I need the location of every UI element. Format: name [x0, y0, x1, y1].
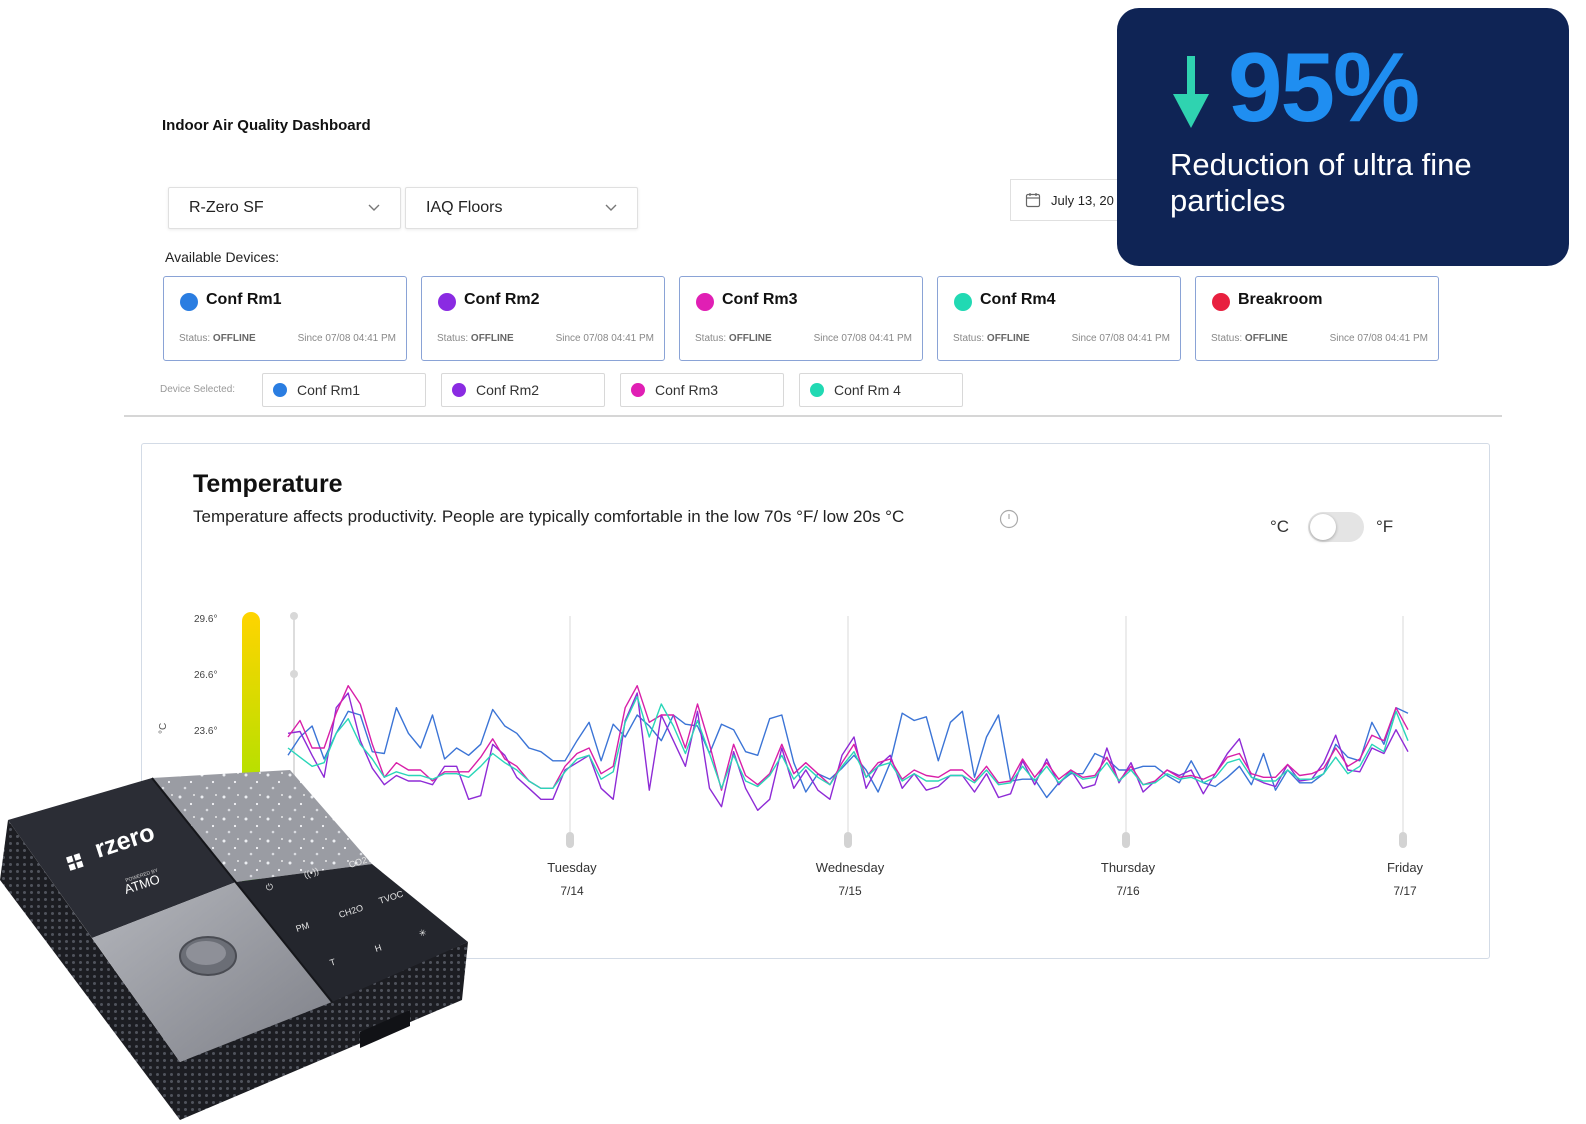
toggle-knob[interactable]: [1310, 514, 1336, 540]
device-name: Breakroom: [1238, 291, 1323, 308]
device-name: Conf Rm4: [980, 291, 1056, 308]
device-card-conf-rm2[interactable]: Conf Rm2 Status: OFFLINE Since 07/08 04:…: [421, 276, 665, 361]
selected-chip-conf-rm1[interactable]: Conf Rm1: [262, 373, 426, 407]
unit-fahrenheit-label: °F: [1376, 517, 1394, 536]
status-value: OFFLINE: [986, 333, 1030, 344]
panel-description: Temperature affects productivity. People…: [193, 507, 905, 526]
day-handle[interactable]: [1399, 832, 1407, 848]
y-axis-unit-label: °C: [158, 723, 169, 734]
x-tick-date: 7/14: [560, 884, 584, 898]
x-tick-date: 7/15: [838, 884, 862, 898]
day-handle[interactable]: [1122, 832, 1130, 848]
stat-card: [1117, 8, 1569, 266]
device-color-dot: [180, 293, 198, 311]
device-name: Conf Rm1: [206, 291, 282, 308]
stat-label: Reduction of ultra fine particles: [1170, 147, 1472, 218]
x-tick-day: Tuesday: [547, 860, 597, 875]
device-since: Since 07/08 04:41 PM: [297, 333, 396, 344]
date-range-value: July 13, 20: [1051, 192, 1114, 208]
key-h: H: [374, 942, 383, 954]
device-color-dot: [696, 293, 714, 311]
info-icon[interactable]: [999, 509, 1019, 529]
status-value: OFFLINE: [1244, 333, 1288, 344]
key-t: T: [329, 957, 338, 968]
status-label: Status:: [437, 333, 469, 344]
status-value: OFFLINE: [728, 333, 772, 344]
page-title: Indoor Air Quality Dashboard: [162, 117, 371, 134]
status-value: OFFLINE: [470, 333, 514, 344]
device-color-dot: [631, 383, 645, 397]
y-tick-label: 23.6°: [194, 726, 217, 737]
device-name: Conf Rm3: [722, 291, 798, 308]
floor-select-value: IAQ Floors: [426, 199, 503, 216]
device-status: Status: OFFLINE: [437, 333, 514, 344]
status-label: Status:: [695, 333, 727, 344]
device-color-dot: [438, 293, 456, 311]
device-card-breakroom[interactable]: Breakroom Status: OFFLINE Since 07/08 04…: [1195, 276, 1439, 361]
selected-chip-label: Conf Rm3: [655, 382, 719, 398]
series-line-conf-rm4: [287, 695, 1409, 790]
status-label: Status:: [1211, 333, 1243, 344]
available-devices-label: Available Devices:: [165, 249, 280, 265]
y-tick-label: 26.6°: [194, 670, 217, 681]
unit-celsius-label: °C: [1270, 517, 1290, 536]
status-value: OFFLINE: [212, 333, 256, 344]
device-color-dot: [1212, 293, 1230, 311]
y-axis-marker: [290, 612, 298, 620]
day-handle[interactable]: [844, 832, 852, 848]
series-line-conf-rm1: [287, 706, 1409, 799]
device-status: Status: OFFLINE: [953, 333, 1030, 344]
device-card-conf-rm3[interactable]: Conf Rm3 Status: OFFLINE Since 07/08 04:…: [679, 276, 923, 361]
status-label: Status:: [953, 333, 985, 344]
location-select[interactable]: R-Zero SF: [168, 187, 401, 229]
device-status: Status: OFFLINE: [179, 333, 256, 344]
device-color-dot: [452, 383, 466, 397]
x-tick-day: Thursday: [1101, 860, 1156, 875]
y-axis-marker: [290, 670, 298, 678]
panel-title: Temperature: [193, 470, 343, 498]
device-status: Status: OFFLINE: [1211, 333, 1288, 344]
series-line-conf-rm3: [287, 684, 1409, 791]
device-since: Since 07/08 04:41 PM: [813, 333, 912, 344]
key-pm: PM: [295, 920, 311, 934]
device-color-dot: [954, 293, 972, 311]
calendar-icon: [1025, 193, 1041, 208]
section-divider: [124, 415, 1502, 417]
device-color-dot: [810, 383, 824, 397]
device-card-conf-rm1[interactable]: Conf Rm1 Status: OFFLINE Since 07/08 04:…: [163, 276, 407, 361]
selected-chip-label: Conf Rm 4: [834, 382, 901, 398]
device-selected-label: Device Selected:: [160, 384, 236, 395]
y-tick-label: 29.6°: [194, 614, 217, 625]
chevron-down-icon: [605, 204, 617, 211]
x-tick-day: Friday: [1387, 860, 1424, 875]
unit-toggle[interactable]: [1308, 512, 1364, 542]
selected-chip-conf-rm4[interactable]: Conf Rm 4: [799, 373, 963, 407]
selected-chip-conf-rm2[interactable]: Conf Rm2: [441, 373, 605, 407]
device-since: Since 07/08 04:41 PM: [555, 333, 654, 344]
device-status: Status: OFFLINE: [695, 333, 772, 344]
x-tick-date: 7/17: [1393, 884, 1417, 898]
selected-chip-conf-rm3[interactable]: Conf Rm3: [620, 373, 784, 407]
chevron-down-icon: [368, 204, 380, 211]
device-since: Since 07/08 04:41 PM: [1071, 333, 1170, 344]
x-tick-date: 7/16: [1116, 884, 1140, 898]
location-select-value: R-Zero SF: [189, 199, 264, 216]
status-label: Status:: [179, 333, 211, 344]
day-handle[interactable]: [566, 832, 574, 848]
series-line-conf-rm2: [287, 692, 1409, 812]
device-since: Since 07/08 04:41 PM: [1329, 333, 1428, 344]
floor-select[interactable]: IAQ Floors: [405, 187, 638, 229]
selected-chip-label: Conf Rm2: [476, 382, 540, 398]
svg-text:⏻: ⏻: [265, 881, 275, 893]
arrow-down-icon: [1173, 56, 1209, 128]
device-color-dot: [273, 383, 287, 397]
x-tick-day: Wednesday: [816, 860, 885, 875]
selected-chip-label: Conf Rm1: [297, 382, 361, 398]
device-card-conf-rm4[interactable]: Conf Rm4 Status: OFFLINE Since 07/08 04:…: [937, 276, 1181, 361]
svg-text:✳: ✳: [418, 927, 429, 939]
svg-text:((•)): ((•)): [303, 866, 320, 880]
atmo-sensor-device-image: rzero POWERED BY ATMO ⏻ ((•)) CO2 TVOC C…: [0, 770, 468, 1120]
stat-value: 95%: [1228, 32, 1420, 142]
device-name: Conf Rm2: [464, 291, 540, 308]
